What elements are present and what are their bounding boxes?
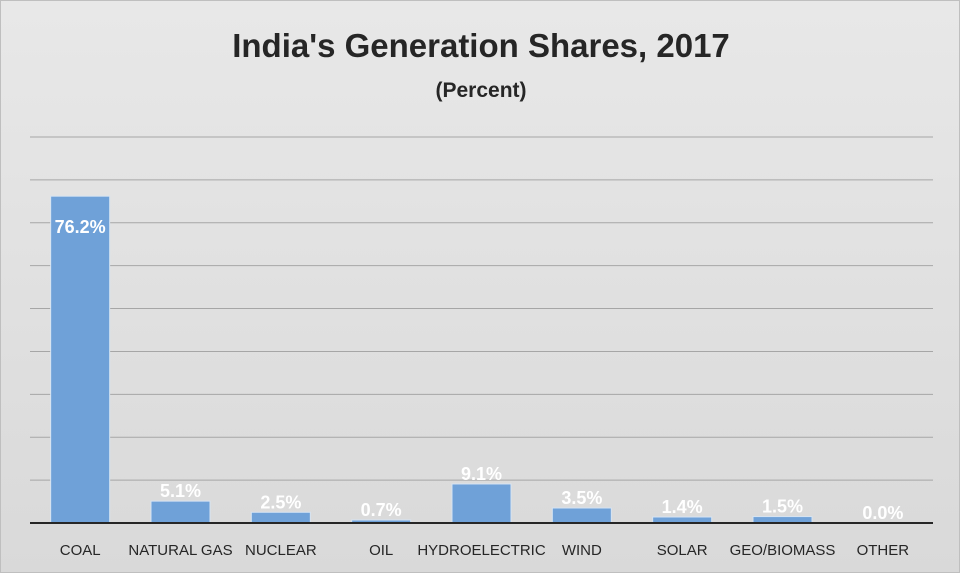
category-label: GEO/BIOMASS [730, 542, 836, 559]
data-label: 3.5% [561, 488, 602, 508]
data-label: 2.5% [260, 492, 301, 512]
category-label: NUCLEAR [245, 542, 317, 559]
category-label: SOLAR [657, 542, 708, 559]
category-label: NATURAL GAS [128, 542, 232, 559]
data-label: 0.0% [862, 503, 903, 523]
bar [451, 483, 512, 524]
category-label: OTHER [857, 542, 910, 559]
category-label: COAL [60, 542, 101, 559]
data-label: 9.1% [461, 464, 502, 484]
data-label: 1.5% [762, 497, 803, 517]
data-label: 76.2% [55, 217, 106, 237]
bar [50, 195, 111, 524]
data-label: 5.1% [160, 481, 201, 501]
bar [150, 500, 211, 524]
bar [551, 507, 612, 524]
category-label: OIL [369, 542, 393, 559]
data-label: 0.7% [361, 500, 402, 520]
chart-title: India's Generation Shares, 2017 [232, 27, 730, 64]
data-label: 1.4% [662, 497, 703, 517]
bar [250, 511, 311, 524]
category-label: HYDROELECTRIC [417, 542, 546, 559]
chart-subtitle: (Percent) [435, 79, 527, 102]
category-label: WIND [562, 542, 602, 559]
